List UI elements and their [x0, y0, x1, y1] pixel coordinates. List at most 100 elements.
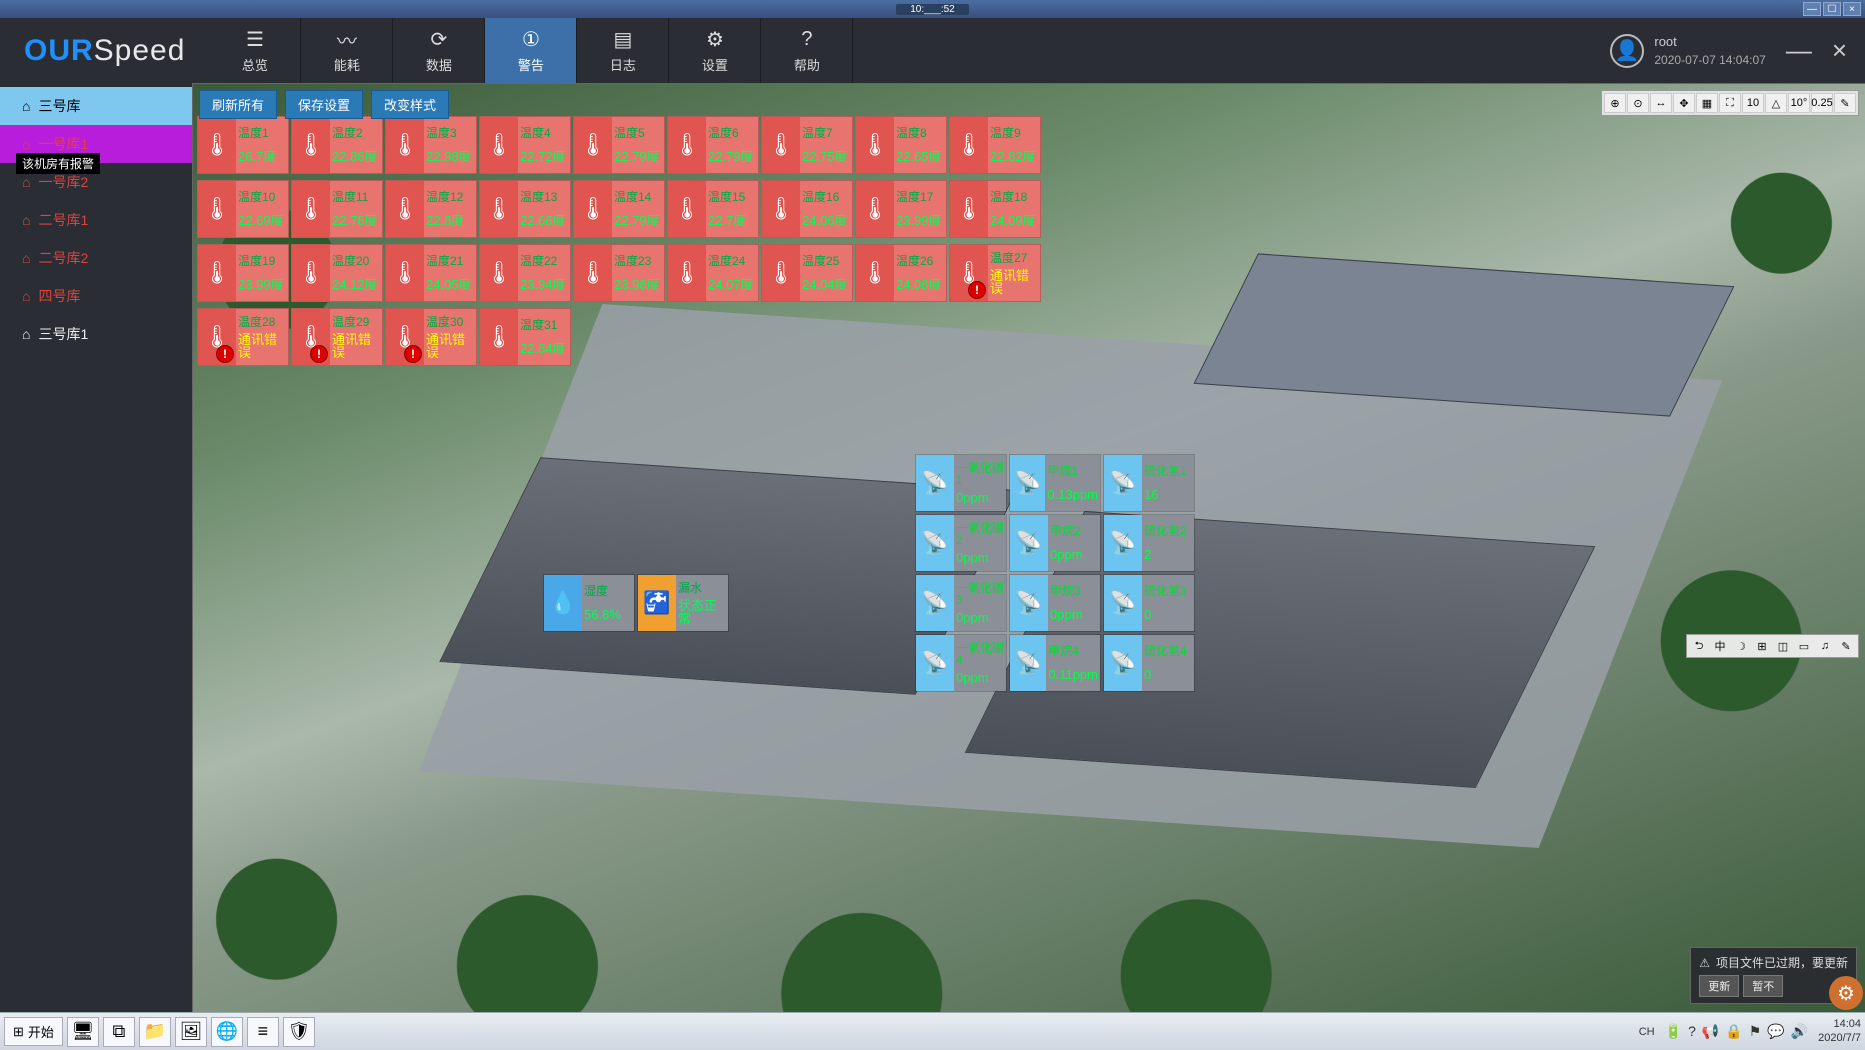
temp-tile[interactable]: 🌡温度2323.98度 [573, 244, 665, 302]
temp-tile[interactable]: 🌡温度1222.8度 [385, 180, 477, 238]
vp-toolbar2-btn-7[interactable]: ✎ [1836, 637, 1856, 655]
vp-toolbar-btn-9[interactable]: 0.25 [1811, 93, 1833, 113]
temp-tile[interactable]: 🌡温度1723.99度 [855, 180, 947, 238]
taskbar-app-2[interactable]: 📁 [139, 1017, 171, 1047]
header-minimize-button[interactable]: — [1786, 35, 1812, 66]
taskbar-clock[interactable]: 14:04 2020/7/7 [1818, 1018, 1861, 1044]
taskbar-app-0[interactable]: 🖥 [67, 1017, 99, 1047]
water-leak-tile[interactable]: 🚰漏水状态正常 [637, 574, 729, 632]
vp-toolbar-btn-6[interactable]: 10 [1742, 93, 1764, 113]
temp-tile[interactable]: 🌡温度27通讯错误 [949, 244, 1041, 302]
tray-icon-2[interactable]: 📢 [1702, 1023, 1719, 1040]
nav-tab-2[interactable]: ⟳数据 [393, 18, 485, 83]
tray-icon-4[interactable]: ⚑ [1749, 1023, 1762, 1040]
tray-icon-6[interactable]: 🔊 [1791, 1023, 1808, 1040]
temp-tile[interactable]: 🌡温度2424.07度 [667, 244, 759, 302]
temp-tile[interactable]: 🌡温度1624.06度 [761, 180, 853, 238]
temp-tile[interactable]: 🌡温度2524.04度 [761, 244, 853, 302]
gas-tile[interactable]: 📡硫化氢30 [1103, 574, 1195, 632]
language-indicator[interactable]: CH [1639, 1026, 1655, 1038]
tray-icon-0[interactable]: 🔋 [1665, 1023, 1682, 1040]
sidebar-item-1[interactable]: ⌂一号库1该机房有报警 [0, 125, 192, 163]
temp-tile[interactable]: 🌡温度1322.66度 [479, 180, 571, 238]
vp-toolbar2-btn-4[interactable]: ◫ [1773, 637, 1793, 655]
temp-tile[interactable]: 🌡温度3122.84度 [479, 308, 571, 366]
temp-tile[interactable]: 🌡温度1422.79度 [573, 180, 665, 238]
gas-tile[interactable]: 📡硫化氢22 [1103, 514, 1195, 572]
user-block[interactable]: 👤 root 2020-07-07 14:04:07 [1610, 32, 1765, 70]
vp-toolbar2-btn-2[interactable]: ☽ [1731, 637, 1751, 655]
temp-tile[interactable]: 🌡温度2124.05度 [385, 244, 477, 302]
temp-tile[interactable]: 🌡温度2624.08度 [855, 244, 947, 302]
temp-tile[interactable]: 🌡温度322.98度 [385, 116, 477, 174]
gas-tile[interactable]: 📡硫化氢40 [1103, 634, 1195, 692]
viewport-3d[interactable]: 刷新所有 保存设置 改变样式 ⊕⊙↔✥▦⛶10△10°0.25✎ ⮌中☽⊞◫▭♫… [192, 83, 1865, 1012]
nav-tab-5[interactable]: ⚙设置 [669, 18, 761, 83]
humidity-tile[interactable]: 💧湿度56.8% [543, 574, 635, 632]
tray-icon-3[interactable]: 🔒 [1725, 1023, 1742, 1040]
temp-tile[interactable]: 🌡温度2223.94度 [479, 244, 571, 302]
gas-tile[interactable]: 📡甲烷40.11ppm [1009, 634, 1101, 692]
gas-tile[interactable]: 📡一氧化碳20ppm [915, 514, 1007, 572]
tray-icon-1[interactable]: ? [1688, 1023, 1696, 1040]
vp-toolbar-btn-3[interactable]: ✥ [1673, 93, 1695, 113]
gas-tile[interactable]: 📡甲烷10.13ppm [1009, 454, 1101, 512]
gas-tile[interactable]: 📡硫化氢116 [1103, 454, 1195, 512]
gas-tile[interactable]: 📡一氧化碳30ppm [915, 574, 1007, 632]
taskbar-app-1[interactable]: ⧉ [103, 1017, 135, 1047]
vp-toolbar2-btn-0[interactable]: ⮌ [1689, 637, 1709, 655]
gear-icon[interactable]: ⚙ [1829, 976, 1863, 1010]
temp-tile[interactable]: 🌡温度822.65度 [855, 116, 947, 174]
sidebar-item-3[interactable]: ⌂二号库1 [0, 201, 192, 239]
start-button[interactable]: ⊞ 开始 [4, 1017, 63, 1046]
sidebar-item-0[interactable]: ⌂三号库 [0, 87, 192, 125]
taskbar-app-5[interactable]: ≡ [247, 1017, 279, 1047]
vp-toolbar-btn-8[interactable]: 10° [1788, 93, 1810, 113]
gas-tile[interactable]: 📡一氧化碳40ppm [915, 634, 1007, 692]
save-settings-button[interactable]: 保存设置 [285, 90, 363, 119]
vp-toolbar-btn-4[interactable]: ▦ [1696, 93, 1718, 113]
nav-tab-3[interactable]: ①警告 [485, 18, 577, 83]
vp-toolbar-btn-2[interactable]: ↔ [1650, 93, 1672, 113]
sidebar-item-4[interactable]: ⌂二号库2 [0, 239, 192, 277]
notice-later-button[interactable]: 暂不 [1743, 975, 1783, 997]
temp-tile[interactable]: 🌡温度422.72度 [479, 116, 571, 174]
vp-toolbar2-btn-6[interactable]: ♫ [1815, 637, 1835, 655]
vp-toolbar2-btn-1[interactable]: 中 [1710, 637, 1730, 655]
gas-tile[interactable]: 📡一氧化碳10ppm [915, 454, 1007, 512]
taskbar-app-6[interactable]: 🛡 [283, 1017, 315, 1047]
sidebar-item-6[interactable]: ⌂三号库1 [0, 315, 192, 353]
sidebar-item-5[interactable]: ⌂四号库 [0, 277, 192, 315]
gas-tile[interactable]: 📡甲烷30ppm [1009, 574, 1101, 632]
temp-tile[interactable]: 🌡温度522.79度 [573, 116, 665, 174]
vp-toolbar-btn-0[interactable]: ⊕ [1604, 93, 1626, 113]
window-maximize-button[interactable]: ☐ [1823, 2, 1841, 16]
temp-tile[interactable]: 🌡温度1122.76度 [291, 180, 383, 238]
change-style-button[interactable]: 改变样式 [371, 90, 449, 119]
temp-tile[interactable]: 🌡温度1824.09度 [949, 180, 1041, 238]
taskbar-app-3[interactable]: 🖼 [175, 1017, 207, 1047]
temp-tile[interactable]: 🌡温度722.75度 [761, 116, 853, 174]
temp-tile[interactable]: 🌡温度1022.69度 [197, 180, 289, 238]
temp-tile[interactable]: 🌡温度2024.12度 [291, 244, 383, 302]
refresh-all-button[interactable]: 刷新所有 [199, 90, 277, 119]
temp-tile[interactable]: 🌡温度922.82度 [949, 116, 1041, 174]
nav-tab-4[interactable]: ▤日志 [577, 18, 669, 83]
vp-toolbar2-btn-5[interactable]: ▭ [1794, 637, 1814, 655]
temp-tile[interactable]: 🌡温度29通讯错误 [291, 308, 383, 366]
temp-tile[interactable]: 🌡温度1522.7度 [667, 180, 759, 238]
gas-tile[interactable]: 📡甲烷20ppm [1009, 514, 1101, 572]
nav-tab-6[interactable]: ?帮助 [761, 18, 853, 83]
temp-tile[interactable]: 🌡温度28通讯错误 [197, 308, 289, 366]
notice-update-button[interactable]: 更新 [1699, 975, 1739, 997]
vp-toolbar-btn-10[interactable]: ✎ [1834, 93, 1856, 113]
vp-toolbar-btn-1[interactable]: ⊙ [1627, 93, 1649, 113]
vp-toolbar-btn-7[interactable]: △ [1765, 93, 1787, 113]
temp-tile[interactable]: 🌡温度30通讯错误 [385, 308, 477, 366]
temp-tile[interactable]: 🌡温度1923.99度 [197, 244, 289, 302]
temp-tile[interactable]: 🌡温度222.86度 [291, 116, 383, 174]
taskbar-app-4[interactable]: 🌐 [211, 1017, 243, 1047]
vp-toolbar-btn-5[interactable]: ⛶ [1719, 93, 1741, 113]
vp-toolbar2-btn-3[interactable]: ⊞ [1752, 637, 1772, 655]
window-close-button[interactable]: × [1843, 2, 1861, 16]
